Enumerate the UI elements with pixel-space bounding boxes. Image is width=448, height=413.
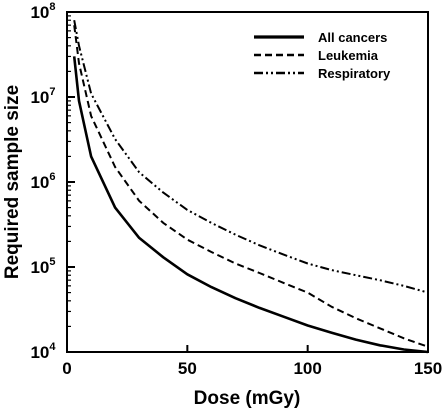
y-tick-label: 104 [30,341,56,362]
x-tick-label: 0 [62,359,71,378]
y-tick-label: 108 [30,1,55,22]
legend: All cancers Leukemia Respiratory [254,30,391,81]
x-axis: 0 50 100 150 [62,345,442,378]
series-layer [72,20,429,354]
y-tick-label: 105 [30,256,55,277]
legend-label: Respiratory [318,66,391,81]
y-tick-label: 106 [30,171,55,192]
y-axis: 104 105 106 107 108 [30,1,75,362]
x-tick-label: 150 [414,359,442,378]
plot-area [66,11,429,353]
series-line-respiratory [73,20,429,294]
y-tick-label: 107 [30,86,55,107]
x-axis-label: Dose (mGy) [194,388,301,409]
x-tick-label: 50 [178,359,197,378]
y-axis-label: Required sample size [2,85,23,279]
x-tick-label: 100 [293,359,321,378]
legend-label: Leukemia [318,48,379,63]
series-line-all-cancers [72,56,429,354]
legend-label: All cancers [318,30,387,45]
